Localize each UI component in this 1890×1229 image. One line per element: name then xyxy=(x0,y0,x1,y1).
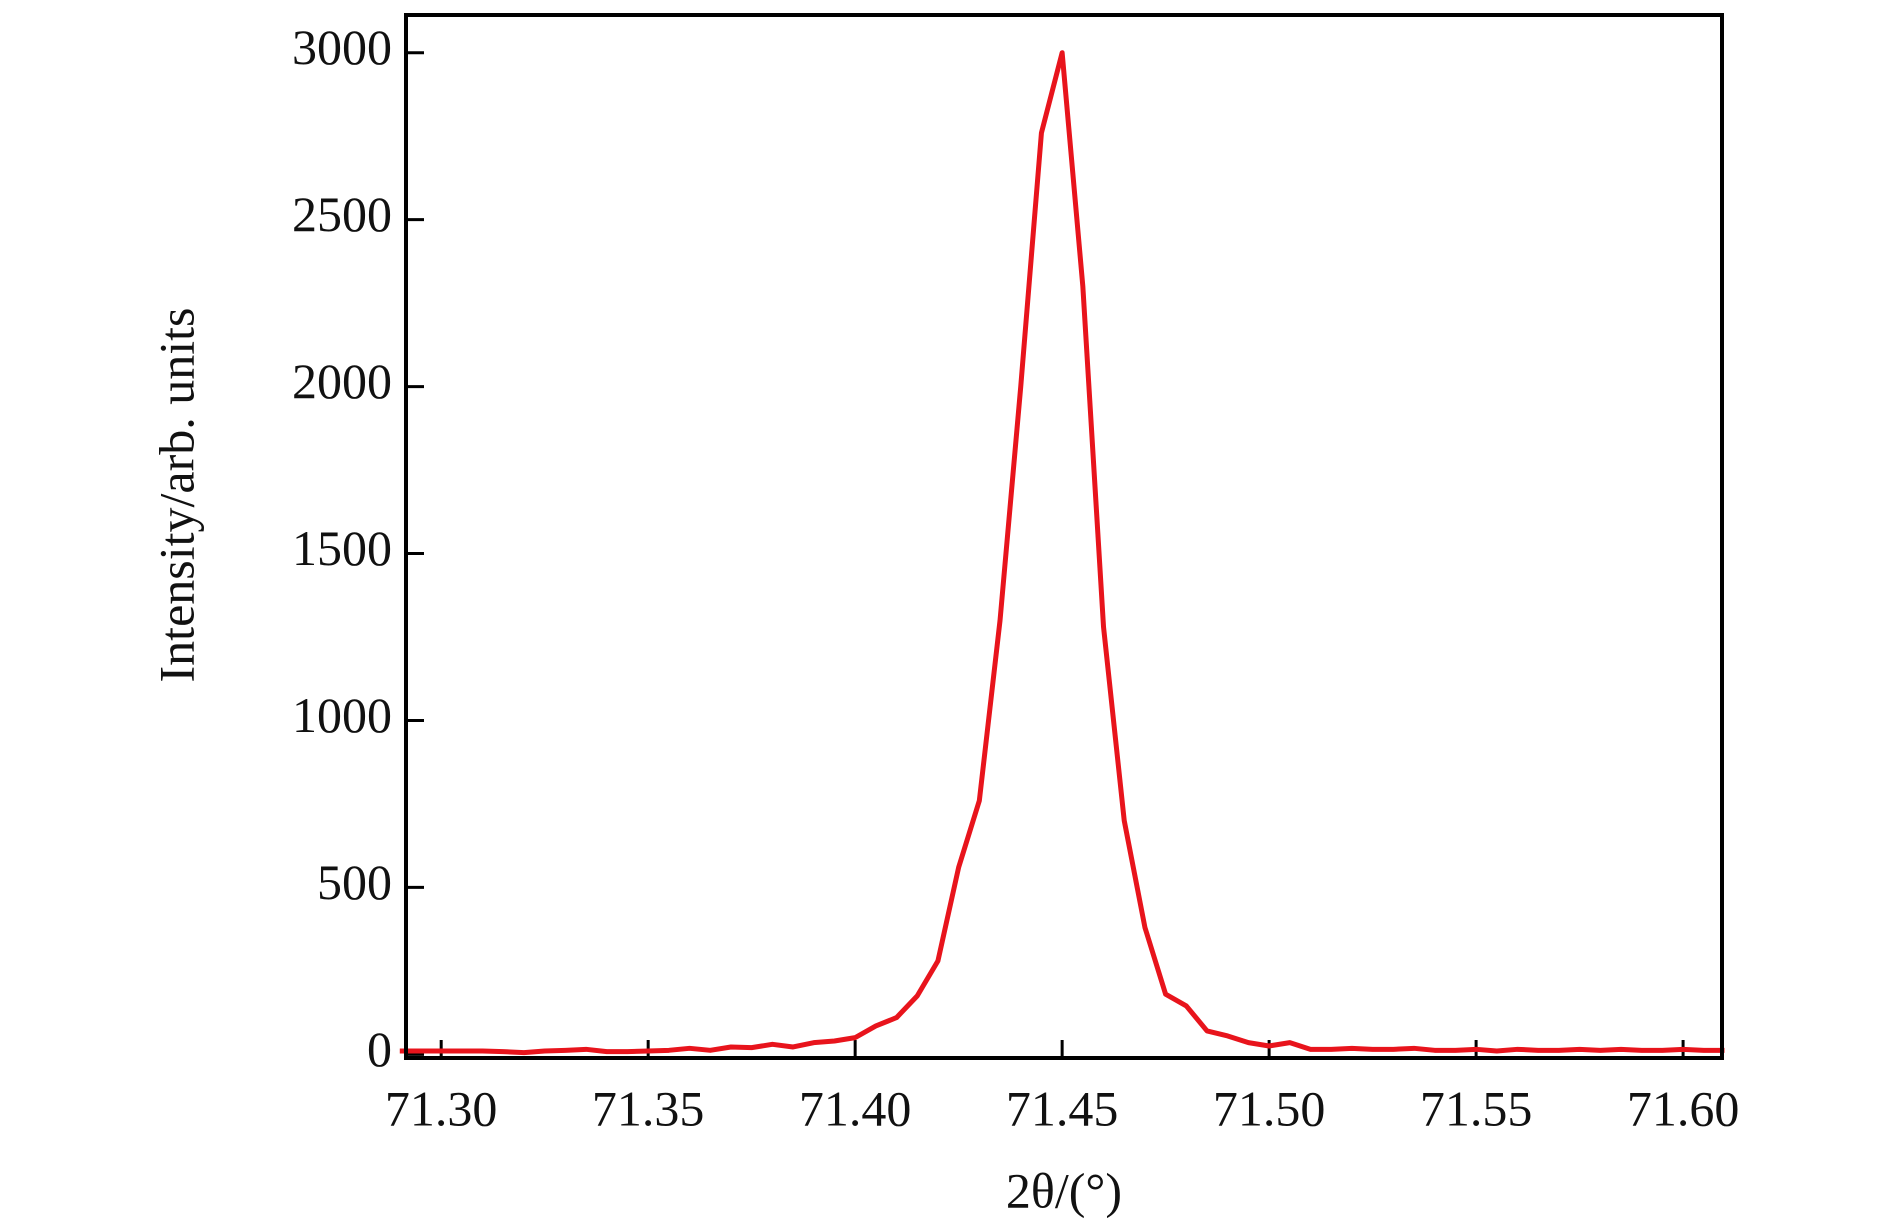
plot-frame xyxy=(404,13,1724,1060)
y-tick-label: 2500 xyxy=(292,186,392,242)
y-tick-label: 500 xyxy=(317,854,392,910)
x-tick-label: 71.60 xyxy=(1627,1080,1740,1136)
y-tick-label: 1500 xyxy=(292,520,392,576)
y-tick-label: 2000 xyxy=(292,353,392,409)
x-tick-label: 71.50 xyxy=(1213,1080,1326,1136)
y-tick-label: 3000 xyxy=(292,19,392,75)
y-axis-label: Intensity/arb. units xyxy=(148,308,204,683)
x-tick-label: 71.55 xyxy=(1420,1080,1533,1136)
data-line xyxy=(399,50,1725,1056)
y-tick-label: 1000 xyxy=(292,687,392,743)
x-tick-label: 71.45 xyxy=(1006,1080,1119,1136)
x-tick-label: 71.40 xyxy=(799,1080,912,1136)
x-tick-label: 71.35 xyxy=(592,1080,705,1136)
y-tick-label: 0 xyxy=(367,1021,392,1077)
x-tick-label: 71.30 xyxy=(385,1080,498,1136)
x-axis-label: 2θ/(°) xyxy=(1006,1162,1122,1218)
